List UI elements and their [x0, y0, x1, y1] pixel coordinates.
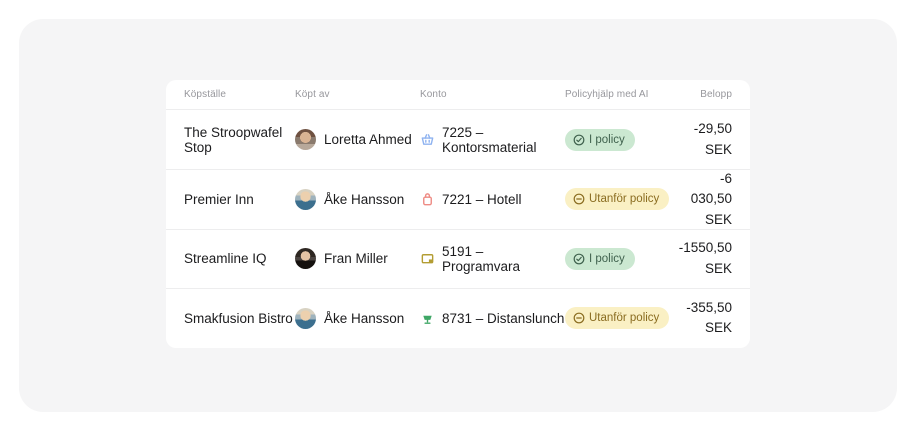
- table-row[interactable]: Premier Inn Åke Hansson 7221 – Hotell: [166, 169, 750, 228]
- avatar: [295, 307, 316, 329]
- table-header-row: Köpställe Köpt av Konto Policyhjälp med …: [166, 80, 750, 110]
- avatar: [295, 129, 316, 151]
- table-row[interactable]: Streamline IQ Fran Miller 5191 – Program…: [166, 228, 750, 288]
- minus-circle-icon: [573, 312, 585, 324]
- merchant-name: Streamline IQ: [184, 251, 267, 267]
- policy-badge[interactable]: Utanför policy: [565, 307, 670, 330]
- buyer-name: Åke Hansson: [324, 310, 405, 326]
- column-header-account: Konto: [420, 89, 447, 100]
- minus-circle-icon: [573, 194, 585, 205]
- policy-badge[interactable]: I policy: [565, 247, 635, 270]
- column-header-amount: Belopp: [700, 89, 732, 100]
- account-label: 7221 – Hotell: [442, 191, 522, 207]
- amount: -1550,50 SEK: [678, 240, 732, 276]
- policy-badge[interactable]: I policy: [565, 128, 635, 151]
- buyer-name: Loretta Ahmed: [324, 132, 412, 148]
- table-row[interactable]: Smakfusion Bistro Åke Hansson 8731 – Dis…: [166, 287, 750, 347]
- amount: -355,50 SEK: [686, 299, 732, 336]
- avatar: [295, 188, 316, 210]
- policy-badge-label: I policy: [589, 252, 625, 265]
- buyer-name: Fran Miller: [324, 251, 388, 267]
- buyer-name: Åke Hansson: [324, 191, 405, 207]
- transactions-table: Köpställe Köpt av Konto Policyhjälp med …: [166, 80, 750, 348]
- check-circle-icon: [573, 253, 585, 265]
- column-header-merchant: Köpställe: [184, 89, 227, 100]
- merchant-name: The Stroopwafel Stop: [184, 124, 283, 155]
- policy-badge[interactable]: Utanför policy: [565, 188, 670, 211]
- check-circle-icon: [573, 134, 585, 146]
- software-window-icon: [420, 251, 435, 266]
- background-panel: Köpställe Köpt av Konto Policyhjälp med …: [19, 19, 897, 412]
- account-label: 8731 – Distanslunch: [442, 310, 565, 326]
- column-header-buyer: Köpt av: [295, 89, 330, 100]
- basket-icon: [420, 132, 435, 147]
- luggage-icon: [420, 192, 435, 207]
- policy-badge-label: I policy: [589, 133, 625, 146]
- meal-icon: [420, 311, 435, 326]
- table-row[interactable]: The Stroopwafel Stop Loretta Ahmed 7225 …: [166, 110, 750, 169]
- amount: -6 030,50 SEK: [690, 171, 732, 227]
- merchant-name: Smakfusion Bistro: [184, 310, 293, 326]
- account-label: 5191 – Programvara: [442, 243, 521, 274]
- column-header-policy: Policyhjälp med AI: [565, 89, 649, 100]
- policy-badge-label: Utanför policy: [589, 193, 660, 206]
- merchant-name: Premier Inn: [184, 191, 254, 207]
- account-label: 7225 – Kontorsmaterial: [442, 124, 537, 155]
- amount: -29,50 SEK: [693, 121, 732, 157]
- policy-badge-label: Utanför policy: [589, 312, 660, 325]
- avatar: [295, 248, 316, 270]
